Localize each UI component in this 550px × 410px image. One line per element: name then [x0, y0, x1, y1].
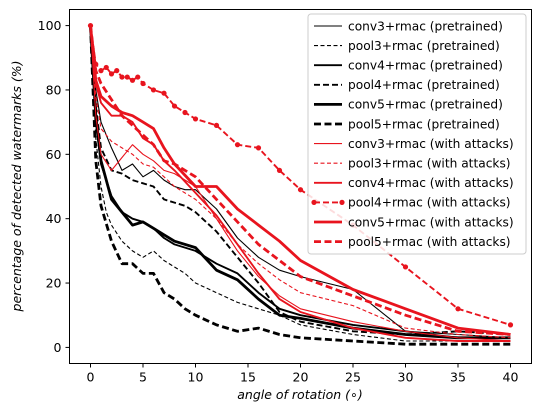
series-point	[150, 87, 157, 93]
legend: conv3+rmac (pretrained) pool3+rmac (pretr…	[307, 13, 527, 255]
legend-label: pool5+rmac (pretrained)	[348, 117, 500, 131]
legend-label: pool5+rmac (with attacks)	[348, 235, 511, 249]
series-point	[255, 145, 262, 151]
series-point	[234, 142, 241, 148]
x-tick-label: 20	[293, 370, 309, 385]
y-tick-label: 0	[54, 340, 62, 355]
series-point	[119, 74, 125, 80]
series-point	[455, 306, 461, 312]
y-tick-label: 100	[38, 18, 62, 33]
series-line-3	[89, 25, 511, 339]
x-tick-label: 10	[188, 370, 204, 385]
legend-label: conv4+rmac (with attacks)	[348, 176, 514, 190]
x-tick-label: 30	[398, 370, 414, 385]
series-point	[276, 167, 283, 174]
series-line-9	[89, 25, 511, 342]
x-tick-label: 40	[503, 370, 519, 385]
y-tick-label: 60	[46, 147, 62, 162]
series-point	[135, 74, 141, 80]
series-point	[140, 80, 146, 87]
x-axis-title: angle of rotation (∘)	[237, 387, 363, 402]
series-line-1	[89, 25, 511, 339]
series-point	[103, 64, 109, 71]
y-axis: 0 20 40 60 80 100	[38, 18, 70, 355]
series-point	[507, 322, 514, 328]
series-line-11	[89, 25, 511, 336]
series-line-6	[89, 25, 511, 346]
legend-frame	[307, 13, 527, 255]
legend-marker	[339, 199, 345, 205]
x-tick-label: 15	[240, 370, 256, 385]
legend-marker	[311, 199, 317, 205]
series-point	[108, 71, 115, 77]
series-line-8	[89, 25, 511, 339]
y-tick-label: 40	[46, 211, 62, 226]
y-tick-label: 20	[46, 276, 62, 291]
y-axis-title: percentage of detected watermarks (%)	[9, 61, 24, 313]
legend-label: pool4+rmac (pretrained)	[348, 78, 500, 92]
legend-label: pool4+rmac (with attacks)	[348, 196, 511, 210]
x-tick-label: 35	[450, 370, 466, 385]
series-point	[192, 116, 199, 122]
series-point	[297, 187, 304, 193]
series-point	[213, 122, 220, 128]
x-tick-label: 5	[139, 370, 147, 385]
series-line-7	[89, 25, 511, 342]
series-point	[402, 264, 409, 270]
legend-label: pool3+rmac (with attacks)	[348, 157, 511, 171]
series-line-12	[89, 25, 511, 336]
legend-label: conv5+rmac (pretrained)	[348, 98, 503, 112]
legend-label: pool3+rmac (pretrained)	[348, 39, 500, 53]
series-point	[129, 77, 136, 83]
series-point	[171, 103, 178, 109]
series-point	[161, 90, 167, 96]
legend-label: conv3+rmac (pretrained)	[348, 19, 503, 33]
x-tick-label: 25	[345, 370, 361, 385]
x-tick-label: 0	[87, 370, 95, 385]
series-line-5	[89, 25, 511, 340]
series-point	[124, 74, 130, 80]
series-line-4	[89, 25, 511, 336]
legend-label: conv4+rmac (pretrained)	[348, 59, 503, 73]
x-axis: 0 5 10 15 20 25 30 35 40	[87, 363, 519, 385]
legend-label: conv5+rmac (with attacks)	[348, 215, 514, 229]
series-point	[114, 68, 120, 74]
series-point	[98, 68, 104, 74]
y-tick-label: 80	[46, 82, 62, 97]
plot-area	[87, 22, 514, 346]
legend-label: conv3+rmac (with attacks)	[348, 137, 514, 151]
series-point	[182, 109, 188, 116]
